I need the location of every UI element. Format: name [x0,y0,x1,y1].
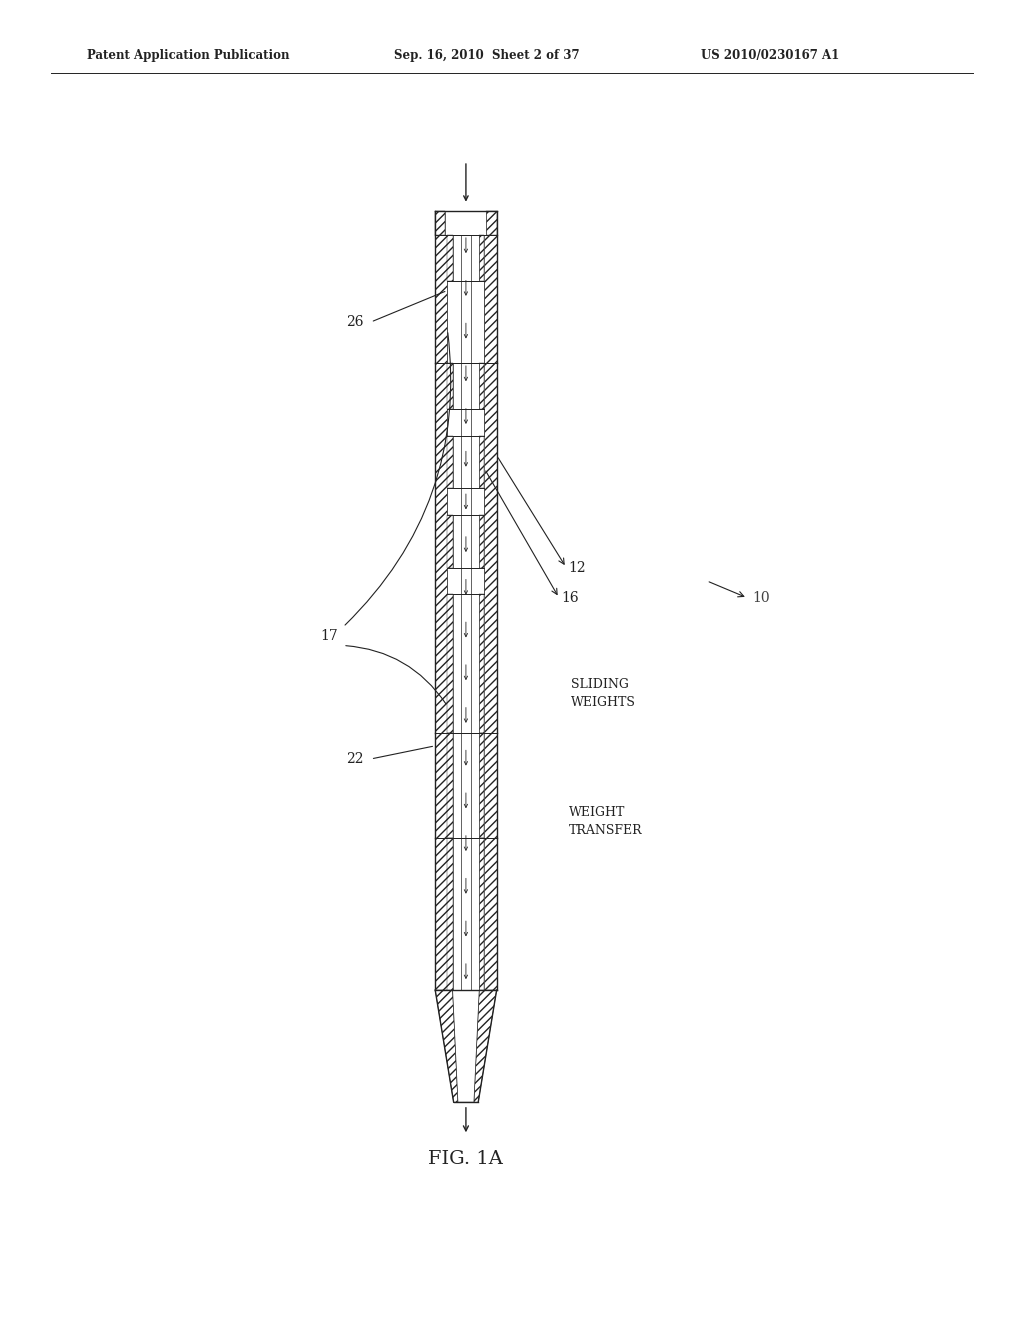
Polygon shape [453,515,479,568]
Polygon shape [447,235,453,281]
Polygon shape [453,733,479,838]
Polygon shape [447,488,484,515]
Polygon shape [479,594,484,733]
Polygon shape [479,436,484,488]
Polygon shape [484,733,497,838]
Polygon shape [445,211,486,235]
Text: Sep. 16, 2010  Sheet 2 of 37: Sep. 16, 2010 Sheet 2 of 37 [394,49,580,62]
Polygon shape [453,838,479,990]
Polygon shape [453,235,479,281]
Polygon shape [474,990,497,1102]
Polygon shape [447,733,453,838]
Text: 26: 26 [346,315,364,329]
Text: 10: 10 [753,591,770,605]
Polygon shape [484,235,497,363]
Polygon shape [479,235,484,281]
Polygon shape [453,990,479,1102]
Polygon shape [447,838,453,990]
Text: WEIGHT
TRANSFER: WEIGHT TRANSFER [569,805,643,837]
Polygon shape [479,838,484,990]
Polygon shape [447,436,453,488]
Polygon shape [435,990,458,1102]
Polygon shape [479,515,484,568]
Text: FIG. 1A: FIG. 1A [428,1150,504,1168]
Text: Patent Application Publication: Patent Application Publication [87,49,290,62]
Polygon shape [453,363,479,409]
Text: US 2010/0230167 A1: US 2010/0230167 A1 [701,49,840,62]
Text: 16: 16 [561,591,579,605]
Polygon shape [447,568,484,594]
Text: 17: 17 [321,630,338,643]
Polygon shape [447,594,453,733]
Polygon shape [447,363,453,409]
Polygon shape [447,281,484,363]
Polygon shape [435,235,447,363]
Polygon shape [435,838,447,990]
Polygon shape [435,363,447,733]
Polygon shape [435,733,447,838]
Polygon shape [435,211,445,235]
Polygon shape [447,515,453,568]
Polygon shape [453,436,479,488]
Text: 22: 22 [346,752,364,766]
Polygon shape [486,211,497,235]
Polygon shape [479,363,484,409]
Polygon shape [479,733,484,838]
Text: SLIDING
WEIGHTS: SLIDING WEIGHTS [571,677,636,709]
Polygon shape [484,838,497,990]
Polygon shape [447,409,484,436]
Polygon shape [453,594,479,733]
Text: 12: 12 [568,561,586,574]
Polygon shape [484,363,497,733]
